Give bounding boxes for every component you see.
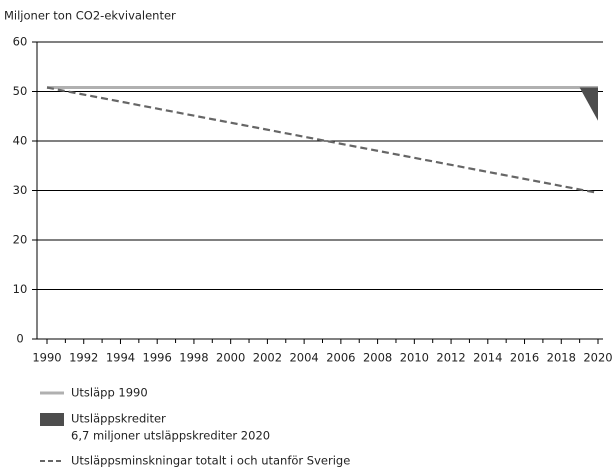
legend-description: 6,7 miljoner utsläppskrediter 2020 bbox=[71, 429, 270, 443]
x-tick-label: 2014 bbox=[473, 351, 502, 365]
area bbox=[579, 87, 598, 121]
x-tick-label: 2000 bbox=[216, 351, 245, 365]
x-tick-label: 1998 bbox=[179, 351, 208, 365]
x-tick-label: 2004 bbox=[289, 351, 318, 365]
legend-label: Utsläpp 1990 bbox=[71, 386, 148, 400]
y-axis-label: Miljoner ton CO2-ekvivalenter bbox=[4, 9, 176, 23]
x-tick-label: 2016 bbox=[510, 351, 539, 365]
x-tick-label: 2008 bbox=[363, 351, 392, 365]
x-tick-label: 2020 bbox=[583, 351, 612, 365]
y-tick-label: 50 bbox=[13, 84, 28, 98]
y-tick-label: 30 bbox=[13, 183, 28, 197]
x-tick-label: 1996 bbox=[143, 351, 172, 365]
x-tick-label: 1990 bbox=[32, 351, 61, 365]
legend-swatch bbox=[40, 413, 64, 426]
y-tick-label: 60 bbox=[13, 35, 28, 49]
x-tick-label: 1992 bbox=[69, 351, 98, 365]
legend-label: Utsläppsminskningar totalt i och utanför… bbox=[71, 454, 350, 468]
y-tick-label: 40 bbox=[13, 134, 28, 148]
x-tick-label: 1994 bbox=[106, 351, 135, 365]
x-tick-label: 2006 bbox=[326, 351, 355, 365]
x-tick-label: 2018 bbox=[547, 351, 576, 365]
x-tick-label: 2012 bbox=[436, 351, 465, 365]
x-tick-label: 2002 bbox=[253, 351, 282, 365]
y-tick-label: 20 bbox=[13, 233, 28, 247]
legend-label: Utsläppskrediter bbox=[71, 412, 166, 426]
x-tick-label: 2010 bbox=[400, 351, 429, 365]
line bbox=[46, 86, 599, 195]
y-tick-label: 10 bbox=[13, 282, 28, 296]
y-tick-label: 0 bbox=[16, 332, 23, 346]
